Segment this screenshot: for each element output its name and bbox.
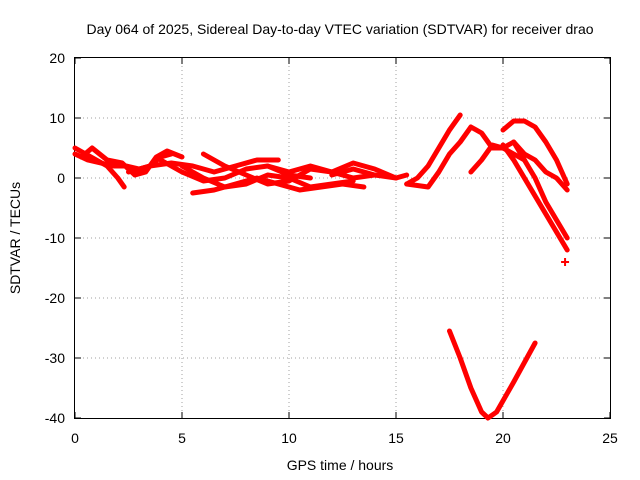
outlier-point xyxy=(561,258,569,266)
y-tick-label: -40 xyxy=(45,410,65,426)
grid xyxy=(75,58,610,418)
x-tick-label: 25 xyxy=(602,430,618,446)
chart-title: Day 064 of 2025, Sidereal Day-to-day VTE… xyxy=(86,21,593,37)
x-tick-label: 0 xyxy=(71,430,79,446)
outlier-points xyxy=(561,258,569,266)
x-tick-label: 5 xyxy=(178,430,186,446)
x-tick-label: 20 xyxy=(495,430,511,446)
plot-frame xyxy=(75,58,611,419)
series-trace-17 xyxy=(450,331,536,418)
y-tick-label: 10 xyxy=(49,110,65,126)
y-tick-label: -20 xyxy=(45,290,65,306)
y-tick-label: 20 xyxy=(49,50,65,66)
y-tick-label: -30 xyxy=(45,350,65,366)
x-axis-ticks: 0 5 10 15 20 25 xyxy=(71,58,618,446)
y-tick-label: -10 xyxy=(45,230,65,246)
x-axis-label: GPS time / hours xyxy=(287,457,394,473)
x-tick-label: 10 xyxy=(281,430,297,446)
y-tick-label: 0 xyxy=(57,170,65,186)
series-trace-12 xyxy=(407,127,525,187)
y-axis-label: SDTVAR / TECUs xyxy=(7,182,23,294)
chart: Day 064 of 2025, Sidereal Day-to-day VTE… xyxy=(0,0,640,480)
x-tick-label: 15 xyxy=(388,430,404,446)
data-series xyxy=(75,115,567,418)
